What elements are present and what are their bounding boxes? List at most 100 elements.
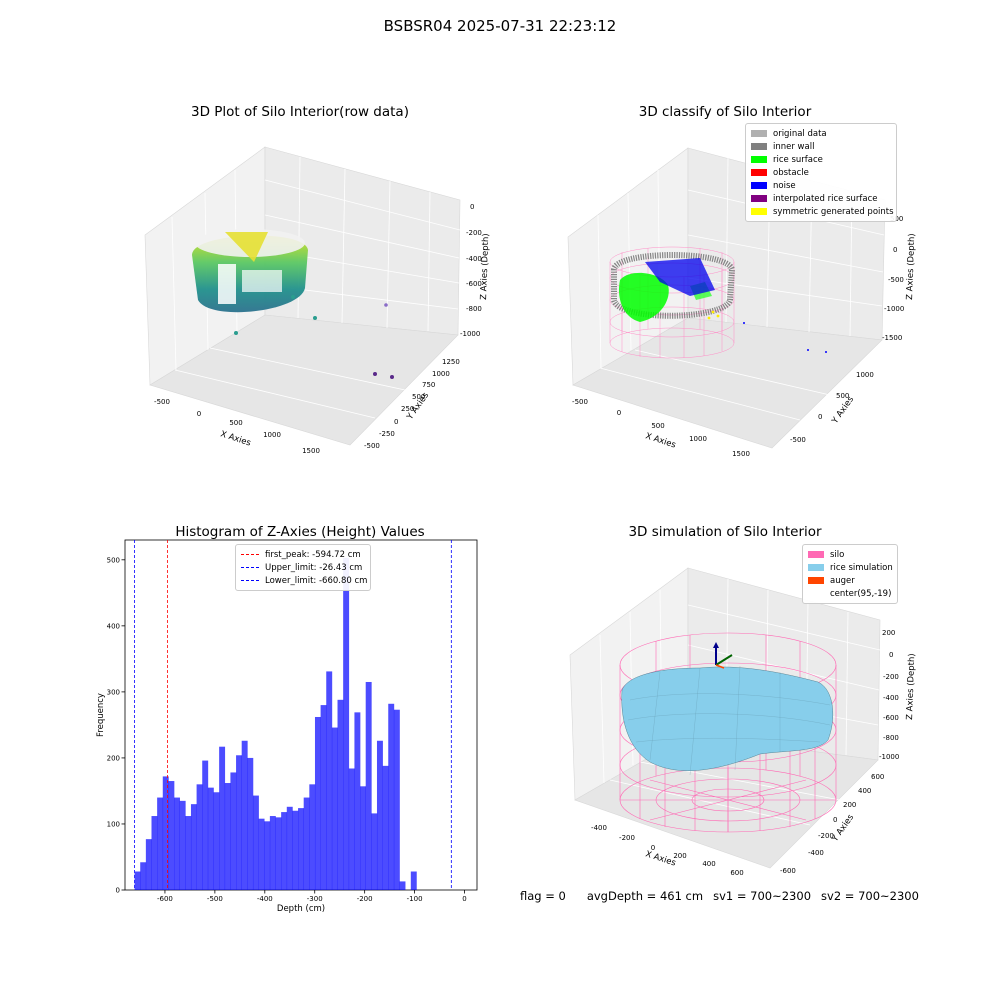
histogram-bar — [275, 817, 282, 890]
histogram-xtick-label: 0 — [462, 895, 466, 903]
histogram-bar — [298, 808, 304, 890]
simulation-ztick: -1000 — [879, 753, 899, 761]
histogram-bar — [140, 862, 147, 890]
histogram-bar — [196, 784, 203, 890]
histogram-bar — [286, 806, 293, 890]
simulation-auger-axes — [713, 642, 733, 669]
histogram-ytick-label: 300 — [107, 688, 120, 696]
simulation-ytick: 400 — [858, 787, 871, 795]
classify-xtick: 1000 — [689, 435, 707, 443]
raw-ytick: 750 — [422, 381, 435, 389]
classify-noise-points — [645, 258, 715, 296]
legend-item: interpolated rice surface — [751, 192, 891, 205]
raw-3d-plot: 0 -200 -400 -600 -800 -1000 Z Axies (Dep… — [144, 146, 491, 455]
histogram-bars — [134, 557, 417, 890]
classify-ytick: 0 — [818, 413, 822, 421]
histogram-ytick-label: 100 — [107, 820, 120, 828]
simulation-xtick: 600 — [730, 869, 743, 877]
classify-x-label: X Axies — [644, 431, 677, 450]
simulation-x-ticks: -400 -200 0 200 400 600 — [591, 824, 744, 877]
raw-ztick: 0 — [470, 203, 474, 211]
histogram-bar — [241, 740, 248, 890]
histogram-bar — [376, 740, 383, 890]
histogram-xtick-label: -100 — [407, 895, 423, 903]
histogram-ytick-label: 200 — [107, 754, 120, 762]
legend-item: original data — [751, 127, 891, 140]
histogram-bar — [213, 792, 220, 890]
classify-rice-surface — [618, 272, 669, 322]
histogram-plot: -600 -500 -400 -300 -200 -100 0 0 100 200 300 400 5… — [96, 539, 478, 914]
legend-swatch — [751, 169, 767, 176]
histogram-bar — [185, 816, 192, 890]
histogram-bar — [151, 816, 158, 890]
raw-z-ticks: 0 -200 -400 -600 -800 -1000 — [460, 203, 482, 338]
legend-item: obstacle — [751, 166, 891, 179]
classify-xtick: 1500 — [732, 450, 750, 458]
raw-yellow-peak — [225, 232, 268, 262]
simulation-ztick: 0 — [889, 651, 893, 659]
histogram-bar — [134, 871, 141, 890]
histogram-bar — [190, 804, 197, 890]
raw-ytick: 250 — [401, 405, 414, 413]
histogram-bar — [252, 795, 259, 890]
legend-swatch — [751, 156, 767, 163]
histogram-ytick-label: 400 — [107, 622, 120, 630]
legend-item: center(95,-19) — [808, 587, 892, 600]
raw-xtick: 500 — [229, 419, 242, 427]
raw-ztick: -200 — [466, 229, 482, 237]
histogram-x-ticks: -600 -500 -400 -300 -200 -100 0 — [157, 890, 467, 903]
histogram-bar — [343, 557, 350, 890]
simulation-ytick: 600 — [871, 773, 884, 781]
histogram-bar — [388, 703, 395, 890]
histogram-bar — [393, 709, 400, 890]
legend-swatch — [751, 182, 767, 189]
classify-noise-outliers — [743, 322, 827, 353]
classify-pane-floor — [572, 317, 883, 449]
histogram-bar — [145, 839, 152, 890]
raw-ytick: 0 — [394, 418, 398, 426]
legend-line — [241, 554, 259, 555]
histogram-xtick-label: -400 — [257, 895, 273, 903]
raw-ytick: 1000 — [432, 370, 450, 378]
classify-legend: original data inner wall rice surface ob… — [745, 123, 897, 222]
simulation-xtick: 200 — [673, 852, 686, 860]
histogram-bar — [269, 816, 276, 890]
simulation-xtick: -200 — [619, 834, 635, 842]
histogram-y-ticks: 0 100 200 300 400 500 — [107, 556, 125, 895]
histogram-reference-lines — [134, 540, 452, 890]
legend-item: noise — [751, 179, 891, 192]
histogram-bar — [258, 818, 265, 890]
legend-swatch — [808, 577, 824, 584]
classify-symmetric-points — [707, 310, 720, 320]
simulation-ytick: 0 — [833, 816, 837, 824]
raw-x-ticks: -500 0 500 1000 1500 — [154, 398, 320, 455]
raw-ytick: -500 — [364, 442, 380, 450]
classify-y-ticks: -500 0 500 1000 — [790, 371, 874, 444]
histogram-bar — [410, 871, 417, 890]
histogram-bar — [331, 727, 338, 890]
histogram-bar — [399, 881, 406, 890]
simulation-z-ticks: 200 0 -200 -400 -600 -800 -1000 — [879, 629, 899, 761]
histogram-bar — [365, 681, 372, 890]
raw-xtick: -500 — [154, 398, 170, 406]
simulation-ztick: -200 — [883, 673, 899, 681]
histogram-bar — [320, 705, 327, 890]
flag-text: flag = 0 — [520, 889, 566, 903]
histogram-bar — [303, 797, 310, 890]
histogram-bar — [281, 812, 288, 890]
raw-xtick: 0 — [197, 410, 201, 418]
histogram-bar — [309, 784, 316, 890]
histogram-bar — [179, 800, 186, 890]
classify-z-ticks: 500 0 -500 -1000 -1500 — [882, 215, 904, 342]
legend-swatch — [808, 551, 824, 558]
histogram-y-label: Frequency — [96, 693, 106, 737]
histogram-legend: first_peak: -594.72 cm Upper_limit: -26.… — [235, 544, 371, 591]
histogram-bar — [219, 746, 226, 890]
histogram-bar — [174, 797, 180, 890]
simulation-plot-title: 3D simulation of Silo Interior — [628, 524, 822, 540]
histogram-bar — [360, 786, 367, 890]
histogram-bar — [337, 699, 344, 890]
legend-swatch — [808, 564, 824, 571]
histogram-ytick-label: 500 — [107, 556, 120, 564]
raw-xtick: 1500 — [302, 447, 320, 455]
